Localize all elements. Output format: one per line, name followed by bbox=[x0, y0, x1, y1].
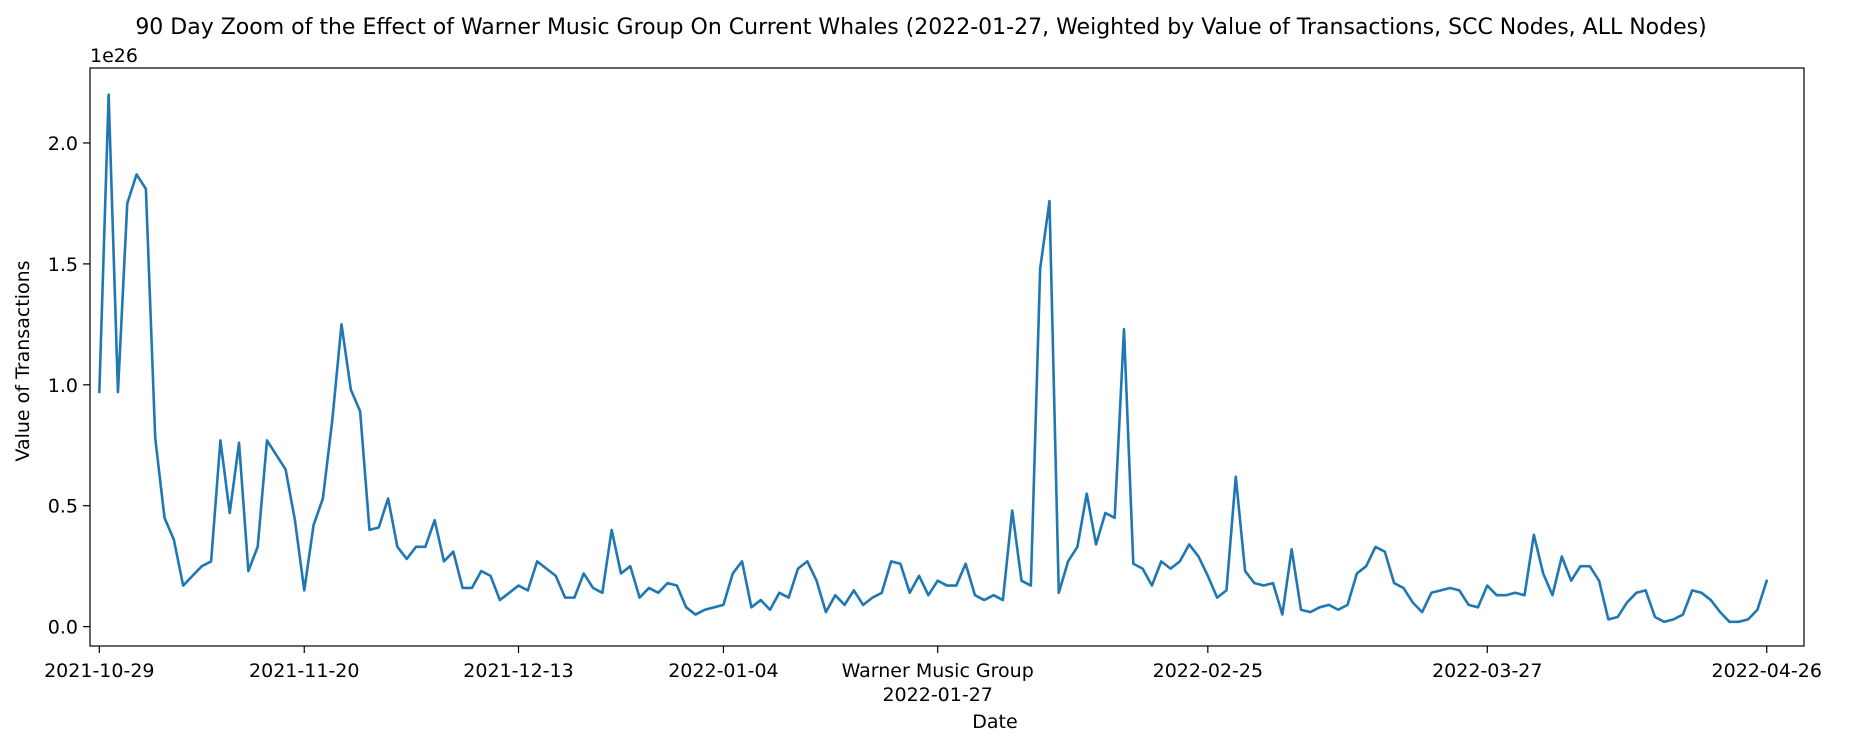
x-tick-label: 2022-04-26 bbox=[1712, 660, 1822, 682]
x-tick-label: 2021-11-20 bbox=[249, 660, 359, 682]
series-line bbox=[98, 93, 1769, 624]
x-tick-label: 2022-03-27 bbox=[1432, 660, 1542, 682]
x-tick-label: Warner Music Group bbox=[842, 660, 1034, 682]
y-tick-label: 1.0 bbox=[48, 375, 78, 397]
x-tick-label: 2022-01-27 bbox=[882, 684, 992, 706]
y-tick-label: 1.5 bbox=[48, 254, 78, 276]
y-axis-label: Value of Transactions bbox=[12, 260, 34, 461]
chart-title: 90 Day Zoom of the Effect of Warner Musi… bbox=[135, 15, 1706, 40]
y-tick-label: 2.0 bbox=[48, 133, 78, 155]
x-tick-label: 2022-01-04 bbox=[668, 660, 778, 682]
y-multiplier-label: 1e26 bbox=[90, 45, 138, 67]
x-axis-label: Date bbox=[972, 711, 1017, 733]
y-tick-label: 0.0 bbox=[48, 617, 78, 639]
y-tick-label: 0.5 bbox=[48, 496, 78, 518]
x-tick-label: 2021-10-29 bbox=[44, 660, 154, 682]
x-tick-label: 2021-12-13 bbox=[463, 660, 573, 682]
x-tick-label: 2022-02-25 bbox=[1153, 660, 1263, 682]
plot-area: 0.0 0.5 1.0 1.5 2.0 2021-10-29 2021-11-20 2021-… bbox=[44, 67, 1822, 706]
axes-frame bbox=[89, 67, 1805, 647]
